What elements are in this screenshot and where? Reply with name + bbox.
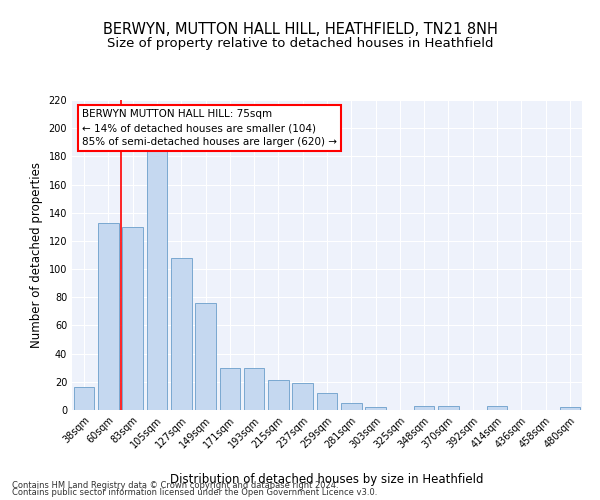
Bar bbox=[438, 406, 459, 410]
Bar bbox=[414, 406, 434, 410]
Bar bbox=[317, 393, 337, 410]
Bar bbox=[292, 383, 313, 410]
Bar bbox=[146, 150, 167, 410]
Text: Contains public sector information licensed under the Open Government Licence v3: Contains public sector information licen… bbox=[12, 488, 377, 497]
Bar bbox=[122, 227, 143, 410]
Text: BERWYN, MUTTON HALL HILL, HEATHFIELD, TN21 8NH: BERWYN, MUTTON HALL HILL, HEATHFIELD, TN… bbox=[103, 22, 497, 38]
Bar bbox=[74, 388, 94, 410]
Y-axis label: Number of detached properties: Number of detached properties bbox=[30, 162, 43, 348]
Bar bbox=[365, 407, 386, 410]
Bar bbox=[268, 380, 289, 410]
Bar bbox=[195, 303, 216, 410]
Text: Contains HM Land Registry data © Crown copyright and database right 2024.: Contains HM Land Registry data © Crown c… bbox=[12, 480, 338, 490]
Bar bbox=[341, 403, 362, 410]
Text: Size of property relative to detached houses in Heathfield: Size of property relative to detached ho… bbox=[107, 38, 493, 51]
Text: Distribution of detached houses by size in Heathfield: Distribution of detached houses by size … bbox=[170, 474, 484, 486]
Bar bbox=[98, 222, 119, 410]
Text: BERWYN MUTTON HALL HILL: 75sqm
← 14% of detached houses are smaller (104)
85% of: BERWYN MUTTON HALL HILL: 75sqm ← 14% of … bbox=[82, 110, 337, 148]
Bar bbox=[560, 407, 580, 410]
Bar bbox=[171, 258, 191, 410]
Bar bbox=[220, 368, 240, 410]
Bar bbox=[244, 368, 265, 410]
Bar bbox=[487, 406, 508, 410]
